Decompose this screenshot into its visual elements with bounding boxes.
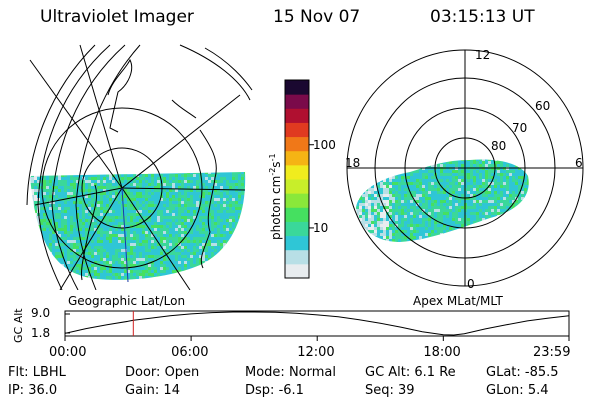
colorbar-cell [285, 235, 309, 251]
polar-panel-label: Apex MLat/MLT [413, 294, 503, 308]
colorbar-cell [285, 193, 309, 208]
geo-meridian [121, 187, 246, 191]
geo-lat-circle [81, 147, 163, 229]
colorbar-cell [285, 207, 309, 222]
info-glat: GLat: -85.5 [486, 365, 559, 380]
info-door: Door: Open [125, 365, 200, 380]
colorbar-cell [285, 179, 309, 194]
colorbar-tick-label: 10 [313, 220, 329, 235]
polar-lat-label-80: 80 [491, 139, 507, 153]
date-label: 15 Nov 07 [273, 7, 361, 27]
geo-footprint-line [121, 187, 129, 283]
geo-meridian [121, 187, 191, 290]
info-gc-alt: GC Alt: 6.1 Re [365, 365, 456, 380]
colorbar-cell [285, 221, 309, 237]
orbit-x-tick-label: 23:59 [533, 345, 571, 360]
colorbar-cell [285, 263, 309, 279]
time-label: 03:15:13 UT [430, 7, 535, 27]
geo-lat-arc [204, 47, 253, 91]
geo-lat-arc [37, 44, 111, 290]
orbit-altitude-line [64, 311, 570, 336]
info-ip: IP: 36.0 [8, 383, 58, 398]
geo-lat-arc [26, 44, 96, 206]
info-seq: Seq: 39 [365, 383, 415, 398]
info-gain: Gain: 14 [125, 383, 180, 398]
polar-lat-label-60: 60 [535, 99, 551, 113]
orbit-y-tick-label: 9.0 [31, 306, 51, 320]
geo-lat-arc [51, 44, 126, 290]
geo-meridian [121, 94, 241, 189]
colorbar-cell [285, 164, 309, 180]
polar-lat-label-70: 70 [512, 121, 528, 135]
geo-meridian [29, 59, 123, 189]
colorbar-tick-label: 100 [313, 137, 336, 152]
orbit-y-tick-label: 1.8 [31, 326, 51, 340]
info-mode: Mode: Normal [245, 365, 336, 380]
instrument-title: Ultraviolet Imager [40, 7, 194, 27]
geo-lat-circle [41, 107, 203, 269]
geo-meridian [59, 187, 123, 290]
geo-coastline [171, 99, 197, 119]
orbit-x-tick-label: 00:00 [49, 345, 87, 360]
orbit-x-tick-label: 12:00 [297, 345, 335, 360]
info-dsp: Dsp: -6.1 [245, 383, 304, 398]
colorbar-cell [285, 80, 309, 95]
info-flt: Flt: LBHL [8, 365, 66, 380]
geo-coastline [199, 129, 217, 269]
colorbar-cell [285, 122, 309, 138]
polar-mlt-left: 18 [345, 156, 361, 170]
orbit-x-tick-label: 06:00 [171, 345, 209, 360]
geo-panel-label: Geographic Lat/Lon [68, 294, 186, 308]
polar-mlt-top: 12 [475, 48, 491, 62]
geo-lat-arc [179, 44, 251, 101]
geo-coastline [107, 58, 133, 133]
geo-coastline [81, 184, 98, 281]
colorbar-cell [285, 150, 309, 166]
geo-meridian [34, 187, 123, 206]
polar-mlt-bottom: 0 [467, 277, 475, 291]
colorbar-cell [285, 108, 309, 123]
colorbar-cell [285, 94, 309, 109]
geo-lat-arc [75, 44, 141, 290]
colorbar-cell [285, 249, 309, 265]
polar-mlt-right: 6 [575, 156, 583, 170]
info-glon: GLon: 5.4 [486, 383, 549, 398]
colorbar-cell [285, 136, 309, 152]
orbit-y-axis-label: GC Alt [12, 308, 25, 343]
orbit-x-tick-label: 18:00 [423, 345, 461, 360]
